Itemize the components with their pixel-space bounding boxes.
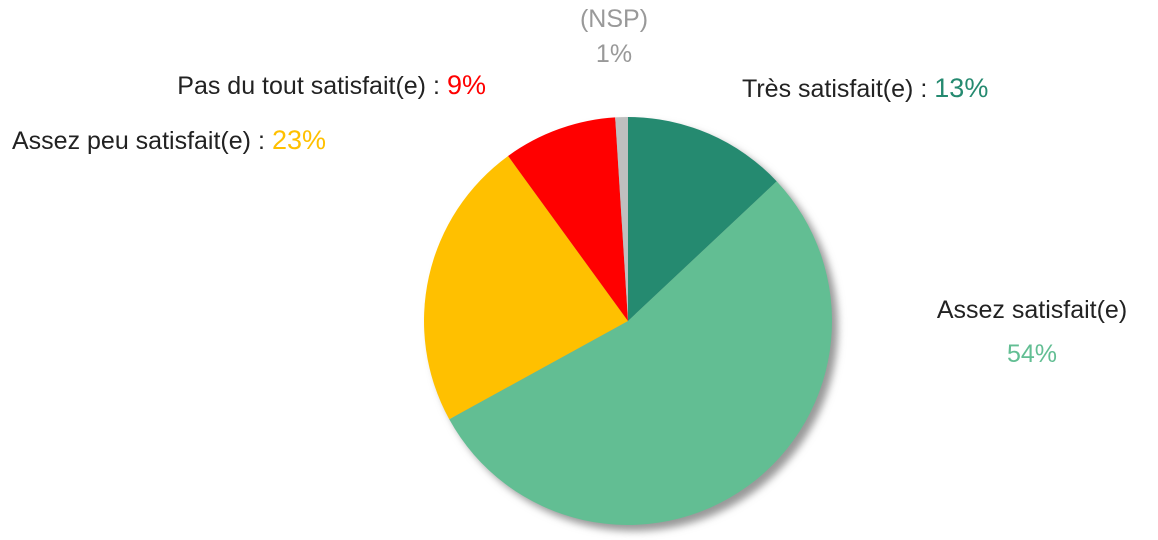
value-label: 9% xyxy=(447,70,486,100)
value-label: 54% xyxy=(1007,340,1057,368)
separator: : xyxy=(433,72,440,100)
pie-slice xyxy=(615,117,628,321)
slice-label: Très satisfait(e):13% xyxy=(742,73,988,103)
category-name: (NSP) xyxy=(580,5,648,33)
pie-slice xyxy=(628,117,777,321)
pie-slice xyxy=(449,181,832,525)
value-label: 23% xyxy=(272,125,326,155)
category-name: Assez satisfait(e) xyxy=(937,296,1127,324)
value-label: 13% xyxy=(934,73,988,103)
pie-slice xyxy=(508,117,628,321)
separator: : xyxy=(920,75,927,103)
slice-label: Pas du tout satisfait(e):9% xyxy=(177,70,486,100)
slice-label: Assez peu satisfait(e):23% xyxy=(12,125,326,155)
value-label: 1% xyxy=(596,40,632,68)
category-name: Assez peu satisfait(e) xyxy=(12,127,251,155)
category-name: Très satisfait(e) xyxy=(742,75,913,103)
pie-slice xyxy=(424,155,628,420)
category-name: Pas du tout satisfait(e) xyxy=(177,72,426,100)
separator: : xyxy=(258,127,265,155)
